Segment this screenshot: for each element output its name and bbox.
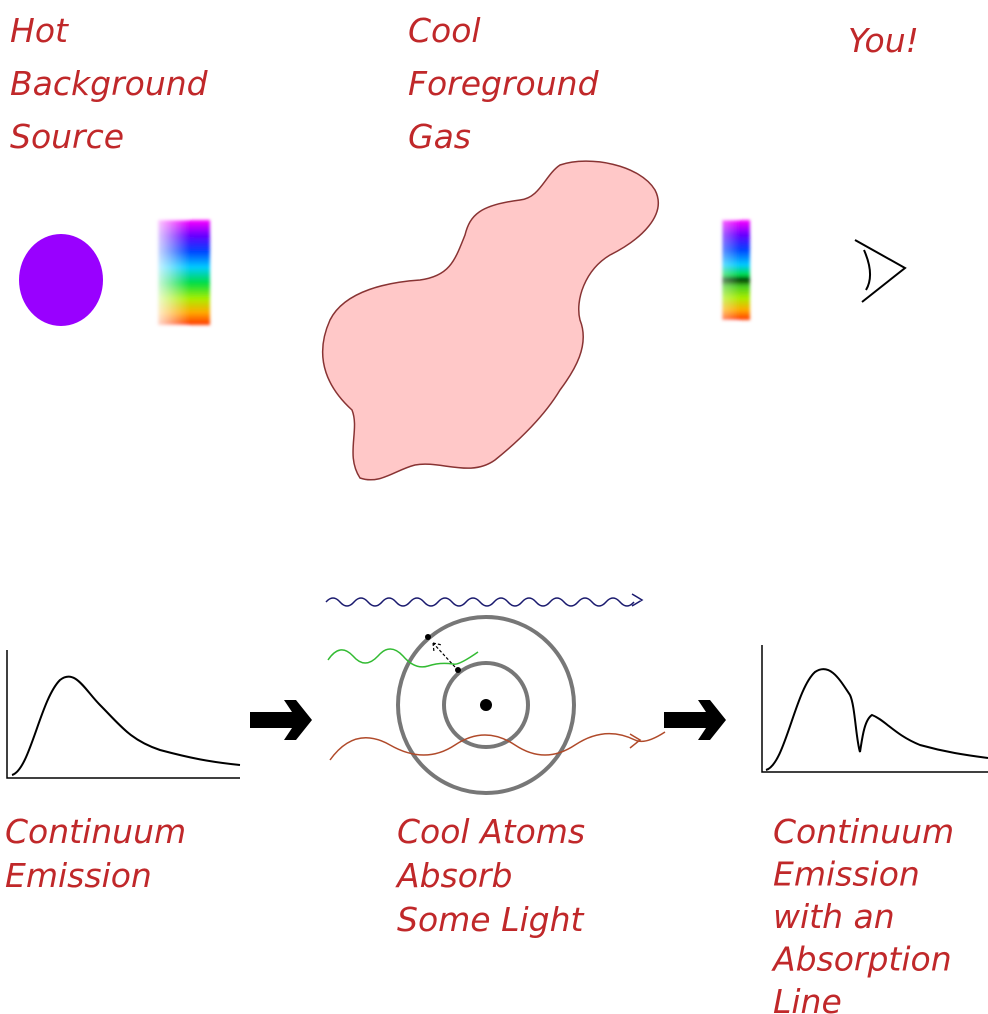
label: Line <box>773 982 842 1014</box>
label: Some Light <box>397 900 584 939</box>
label: Emission <box>773 855 920 894</box>
label: Foreground <box>408 64 600 103</box>
label: Cool Atoms <box>397 812 585 851</box>
continuum-graph <box>7 650 240 778</box>
photon-green <box>328 649 478 667</box>
photon-blue <box>326 594 642 606</box>
spectrum-absorbed <box>695 215 750 325</box>
label: Gas <box>408 117 471 156</box>
hot-source <box>19 234 103 326</box>
label: Continuum <box>5 812 186 851</box>
nucleus <box>480 699 492 711</box>
absorption-graph <box>762 645 988 772</box>
label: Hot <box>10 11 69 50</box>
label: Absorb <box>395 856 512 895</box>
label: You! <box>848 21 919 60</box>
label: Continuum <box>773 812 954 851</box>
arrow <box>664 700 726 740</box>
gas-cloud <box>323 161 659 480</box>
arrow <box>250 700 312 740</box>
label: Absorption <box>771 940 952 979</box>
eye <box>855 240 905 302</box>
label: Background <box>10 64 209 103</box>
diagram: Hot Background Source Cool Foreground Gas You!… <box>0 0 988 1014</box>
label: with an <box>773 897 895 936</box>
electron-jump <box>425 634 461 673</box>
label: Cool <box>408 11 481 50</box>
label: Source <box>10 117 124 156</box>
label: Emission <box>5 856 152 895</box>
spectrum-continuous <box>150 215 210 330</box>
